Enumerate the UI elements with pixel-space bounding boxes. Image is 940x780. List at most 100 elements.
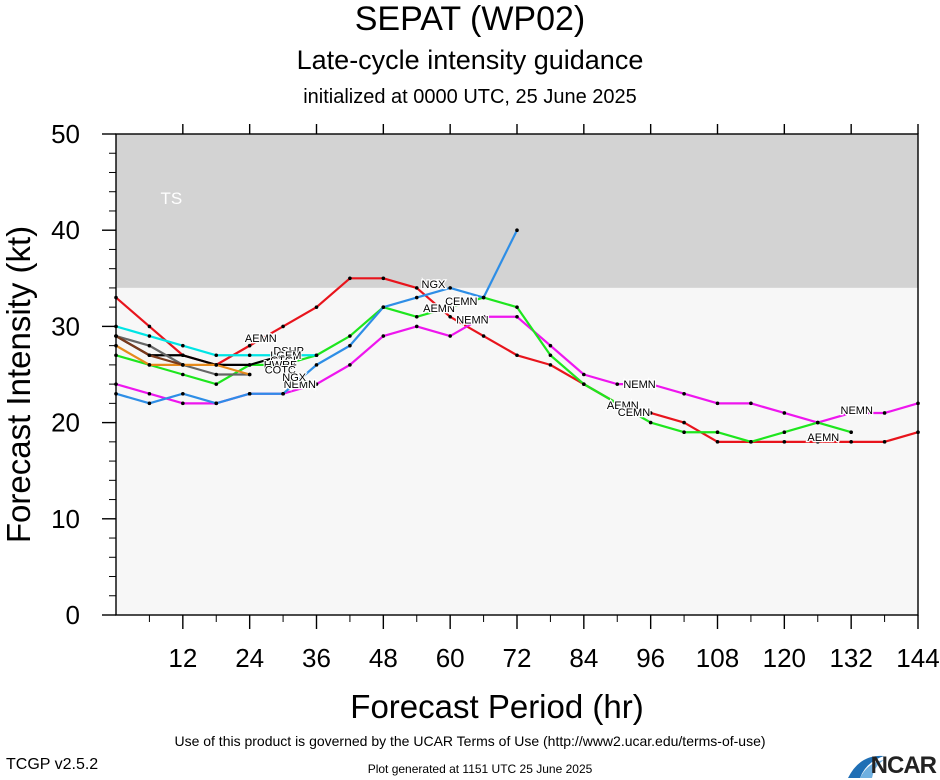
y-tick-label: 30 (51, 311, 80, 341)
data-point-series5 (181, 353, 185, 358)
initialization-time: initialized at 0000 UTC, 25 June 2025 (303, 86, 637, 108)
data-point-ngx (181, 391, 185, 396)
data-point-ngx (414, 295, 419, 300)
data-point-nemn (648, 382, 653, 386)
y-tick-label: 40 (51, 215, 80, 245)
data-point-series8 (181, 363, 185, 367)
data-point-cemn (682, 430, 686, 435)
x-tick-label: 84 (569, 643, 598, 673)
x-tick-label: 72 (503, 643, 532, 673)
data-point-cemn (849, 430, 853, 435)
x-tick-label: 60 (436, 643, 465, 673)
series-label-ngx: NGX (422, 279, 447, 291)
model-label-hwrf: HWRF (264, 360, 297, 372)
data-point-cemn (414, 314, 419, 319)
band-label-ts: TS (161, 189, 183, 208)
data-point-aemn (515, 353, 519, 358)
data-point-ngx (214, 401, 219, 406)
terms-of-use-notice: Use of this product is governed by the U… (174, 733, 766, 749)
data-point-nemn (448, 334, 452, 338)
data-point-ngx (247, 391, 252, 396)
data-point-nemn (481, 314, 486, 319)
data-point-nemn (147, 391, 152, 396)
data-point-ngx (381, 305, 386, 309)
x-tick-label: 36 (302, 643, 331, 673)
x-tick-label: 120 (763, 643, 806, 673)
data-point-ngx (515, 228, 519, 232)
series-label-aemn: AEMN (607, 400, 639, 412)
data-point-nemn (515, 314, 519, 319)
data-point-cemn (648, 420, 653, 425)
series-label-aemn: AEMN (807, 432, 839, 444)
data-point-cemn (281, 363, 285, 367)
data-point-series5 (281, 353, 285, 358)
data-point-cemn (448, 305, 452, 309)
data-point-cemn (348, 334, 352, 338)
data-point-aemn (815, 440, 820, 444)
x-axis-label: Forecast Period (hr) (350, 688, 643, 725)
data-point-ngx (314, 363, 319, 367)
series-label-cemn: CEMN (445, 296, 477, 308)
data-point-nemn (849, 411, 853, 415)
data-point-aemn (548, 363, 553, 367)
series-label-aemn: AEMN (423, 303, 455, 315)
data-point-aemn (882, 440, 887, 444)
intensity-band-1 (116, 287, 918, 615)
data-point-nemn (381, 334, 386, 338)
model-label-lgem: LGEM (270, 350, 301, 362)
data-point-series6 (214, 372, 219, 377)
y-tick-label: 50 (51, 119, 80, 149)
data-point-aemn (481, 334, 486, 338)
data-point-aemn (314, 305, 319, 309)
x-tick-label: 48 (369, 643, 398, 673)
data-point-aemn (281, 324, 285, 329)
chart-title: SEPAT (WP02) (354, 0, 586, 38)
data-point-series7 (214, 363, 219, 367)
data-point-cemn (615, 401, 620, 406)
data-point-aemn (782, 440, 787, 444)
data-point-nemn (314, 382, 319, 386)
x-tick-label: 108 (696, 643, 739, 673)
ncar-logo-text: NCAR (870, 752, 937, 779)
data-point-cemn (715, 430, 720, 435)
series-label-nemn: NEMN (456, 315, 488, 327)
data-point-nemn (582, 372, 586, 377)
ncar-logo: NCAR (846, 752, 937, 780)
data-point-cemn (515, 305, 519, 309)
y-tick-label: 0 (66, 600, 80, 630)
model-label-cotc: COTC (265, 365, 296, 377)
data-point-series7 (247, 372, 252, 377)
series-label-aemn: AEMN (245, 333, 277, 345)
data-point-nemn (615, 382, 620, 386)
data-point-aemn (414, 286, 419, 290)
data-point-ngx (147, 401, 152, 406)
data-point-cemn (815, 420, 820, 425)
data-point-cemn (548, 353, 553, 358)
model-label-ngx: NGX (282, 372, 307, 384)
data-point-cemn (214, 382, 219, 386)
data-point-series4 (247, 353, 252, 358)
x-tick-label: 96 (636, 643, 665, 673)
data-point-series5 (247, 363, 252, 367)
model-label-ctci: CTCI (270, 355, 296, 367)
series-label-cemn: CEMN (618, 407, 650, 419)
data-point-nemn (181, 401, 185, 406)
data-point-series4 (181, 343, 185, 348)
data-point-nemn (715, 401, 720, 406)
data-point-series4 (314, 353, 319, 358)
x-tick-label: 12 (168, 643, 197, 673)
data-point-nemn (749, 401, 753, 406)
y-axis-label: Forecast Intensity (kt) (0, 226, 37, 543)
data-point-aemn (348, 276, 352, 281)
data-point-cemn (782, 430, 787, 435)
data-point-nemn (348, 363, 352, 367)
data-point-ngx (348, 343, 352, 348)
y-tick-label: 10 (51, 504, 80, 534)
x-tick-label: 144 (896, 643, 939, 673)
data-point-cemn (749, 440, 753, 444)
data-point-aemn (648, 411, 653, 415)
data-point-cemn (181, 372, 185, 377)
data-point-aemn (381, 276, 386, 281)
data-point-aemn (682, 420, 686, 425)
